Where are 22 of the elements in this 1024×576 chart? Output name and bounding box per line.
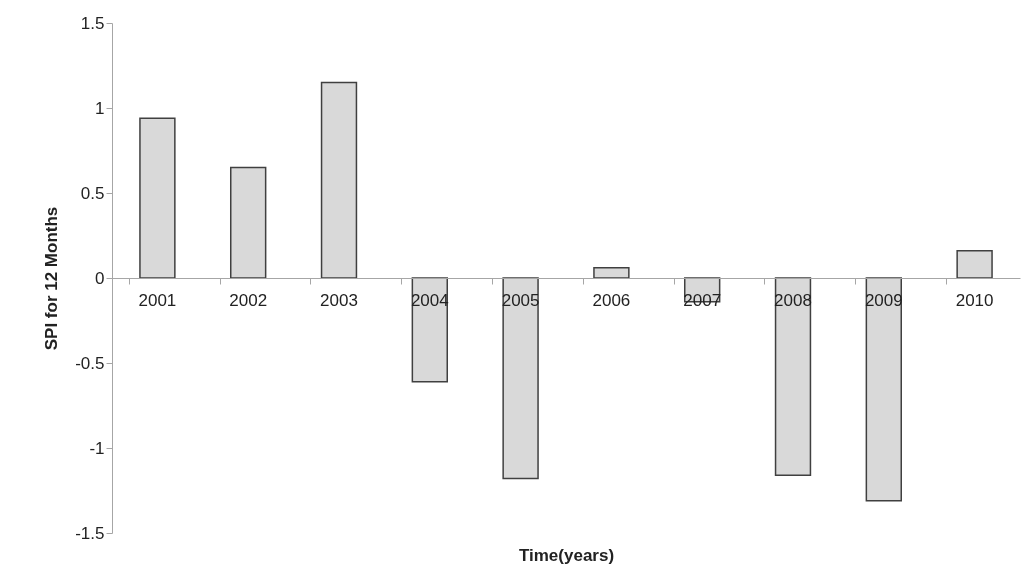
- x-tick-label: 2002: [229, 290, 268, 310]
- bar: [502, 277, 539, 480]
- bar: [774, 277, 812, 476]
- bar: [230, 166, 267, 279]
- bar: [139, 117, 176, 279]
- x-tick-label: 2010: [955, 290, 994, 310]
- y-tick-label: -1: [89, 438, 105, 458]
- y-tick-label: 1.5: [80, 13, 105, 33]
- y-tick-label: -0.5: [75, 353, 105, 373]
- y-tick-label: 1: [95, 98, 105, 118]
- bar: [593, 267, 630, 279]
- y-tick-label: -1.5: [75, 523, 105, 543]
- x-tick-label: 2006: [592, 290, 631, 310]
- bar: [320, 81, 358, 279]
- bar: [865, 277, 902, 502]
- x-tick-label: 2001: [138, 290, 177, 310]
- y-tick-label: 0.5: [80, 183, 105, 203]
- y-axis-title: SPI for 12 Months: [42, 206, 62, 351]
- x-axis-title: Time(years): [518, 545, 615, 565]
- y-tick-label: 0: [95, 268, 105, 288]
- bar: [956, 250, 993, 279]
- x-tick-label: 2003: [320, 290, 358, 310]
